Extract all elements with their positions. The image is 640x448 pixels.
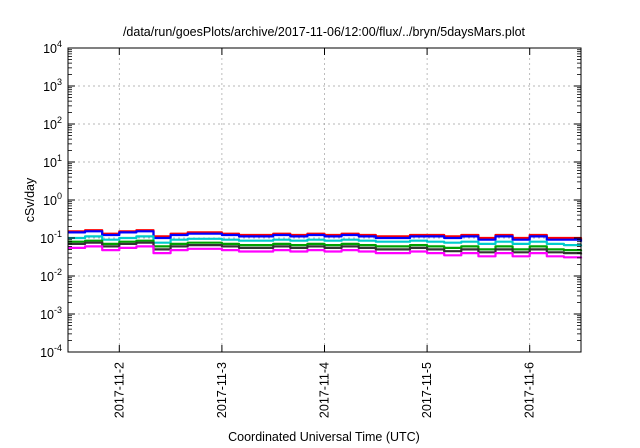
- chart-title: /data/run/goesPlots/archive/2017-11-06/1…: [123, 25, 526, 39]
- y-tick-label: 10-2: [40, 267, 62, 284]
- y-tick-label: 10-1: [40, 229, 62, 246]
- x-axis-label: Coordinated Universal Time (UTC): [228, 430, 420, 444]
- series-group: [68, 229, 583, 259]
- series-line-6: [68, 245, 583, 259]
- series-line-3: [68, 235, 583, 247]
- x-axis: 2017-11-2 2017-11-3 2017-11-4 2017-11-5 2017…: [112, 48, 537, 418]
- y-tick-label: 10-4: [40, 343, 62, 360]
- y-tick-label: 103: [43, 77, 62, 94]
- y-tick-label: 102: [43, 115, 62, 132]
- y-tick-label: 104: [43, 39, 62, 56]
- y-tick-label: 101: [43, 153, 62, 170]
- grid: [68, 48, 581, 352]
- x-tick-label: 2017-11-5: [420, 362, 434, 418]
- y-axis: 10-4 10-3 10-2 10-1 100 101 102 103 104: [40, 39, 581, 360]
- x-tick-label: 2017-11-6: [523, 362, 537, 418]
- y-tick-label: 10-3: [40, 305, 62, 322]
- y-axis-label: cSv/day: [23, 177, 37, 222]
- x-tick-label: 2017-11-4: [318, 362, 332, 418]
- series-line-2: [68, 230, 583, 242]
- y-tick-label: 100: [43, 191, 62, 208]
- x-tick-label: 2017-11-2: [112, 362, 126, 418]
- x-tick-label: 2017-11-3: [215, 362, 229, 418]
